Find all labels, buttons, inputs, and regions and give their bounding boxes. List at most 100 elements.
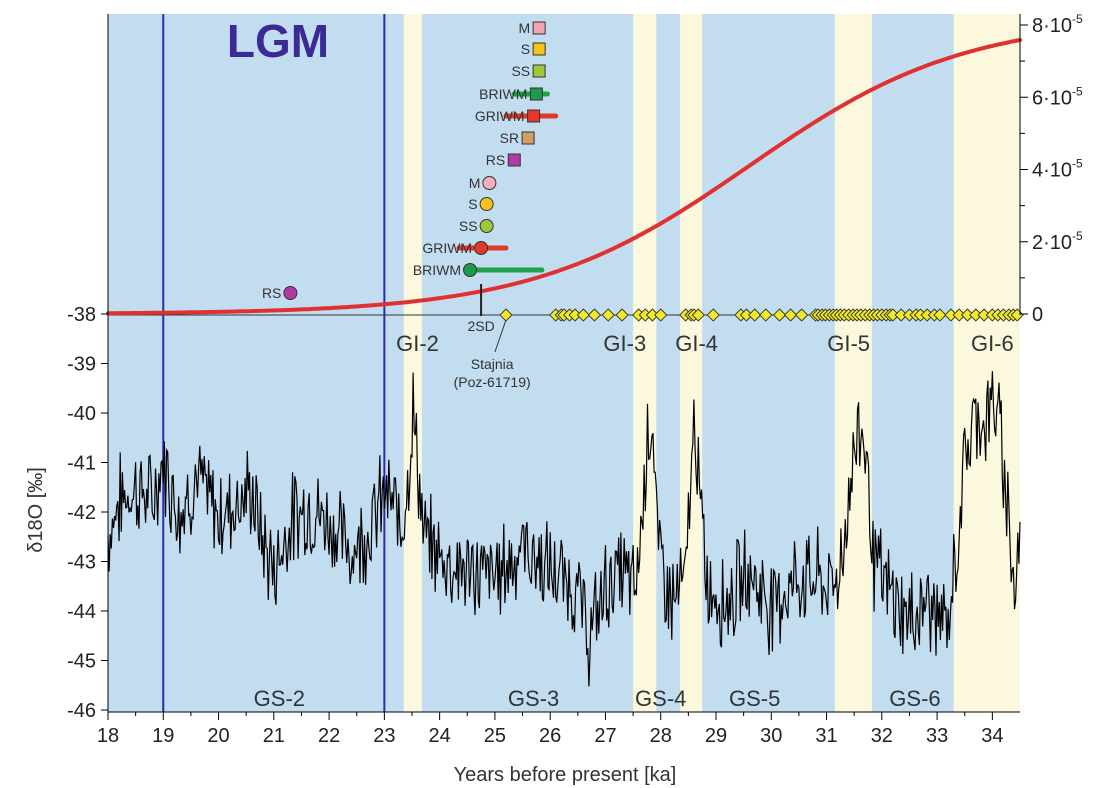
x-tick-label: 31 bbox=[815, 725, 837, 747]
date-marker bbox=[748, 308, 762, 322]
interstadial-label: GI-6 bbox=[971, 331, 1014, 356]
interstadial-band bbox=[403, 14, 422, 712]
x-tick-label: 27 bbox=[594, 725, 616, 747]
x-tick-label: 21 bbox=[263, 725, 285, 747]
date-marker bbox=[691, 308, 705, 322]
y-tick-label: -42 bbox=[67, 502, 96, 524]
right-tick-exponent: -5 bbox=[1072, 229, 1083, 243]
y-tick-label: -44 bbox=[67, 601, 96, 623]
interstadial-label: GI-2 bbox=[396, 331, 439, 356]
date-marker bbox=[759, 308, 773, 322]
interstadial-band bbox=[834, 14, 872, 712]
model-label: BRIWM bbox=[413, 262, 461, 278]
model-label: M bbox=[518, 20, 530, 36]
sample-leader-line bbox=[494, 319, 507, 353]
x-tick-label: 18 bbox=[97, 725, 119, 747]
stadial-label: GS-4 bbox=[635, 686, 686, 711]
date-marker bbox=[795, 308, 809, 322]
right-tick-label: 4·10-5 bbox=[1032, 157, 1083, 182]
y-tick-label: -43 bbox=[67, 552, 96, 574]
x-tick-label: 32 bbox=[871, 725, 893, 747]
lgm-bounds bbox=[162, 14, 386, 712]
model-square-marker bbox=[529, 87, 543, 101]
axes: 18 19 20 21 22 23 24 25 26 27 28 29 30 31 32 33 34 -38 -39… bbox=[67, 12, 1083, 747]
y-tick-label: -41 bbox=[67, 453, 96, 475]
delta18O-series bbox=[107, 371, 1021, 687]
x-tick-label: 26 bbox=[539, 725, 561, 747]
delta18O-line bbox=[107, 371, 1021, 687]
right-tick-label: 0 bbox=[1032, 304, 1043, 326]
date-marker bbox=[601, 308, 615, 322]
y-tick-label: -38 bbox=[67, 304, 96, 326]
x-tick-label: 20 bbox=[207, 725, 229, 747]
date-marker bbox=[654, 308, 668, 322]
date-marker bbox=[772, 308, 787, 322]
x-tick-label: 19 bbox=[152, 725, 174, 747]
dates-series bbox=[499, 308, 1024, 322]
stadial-labels: GS-2 GS-3 GS-4 GS-5 GS-6 GI-2 GI-3 GI-4 GI-5 GI-6 bbox=[254, 331, 1014, 711]
stadial-background bbox=[108, 14, 1020, 712]
right-tick-label: 2·10-5 bbox=[1032, 229, 1083, 254]
date-marker bbox=[587, 308, 602, 322]
stadial-label: GS-5 bbox=[729, 686, 780, 711]
x-tick-label: 34 bbox=[981, 725, 1003, 747]
x-tick-label: 30 bbox=[760, 725, 782, 747]
right-tick-label: 6·10-5 bbox=[1032, 84, 1083, 109]
right-tick-exponent: -5 bbox=[1072, 12, 1083, 26]
right-tick-exponent: -5 bbox=[1072, 157, 1083, 171]
model-square-marker bbox=[532, 21, 546, 35]
right-tick-label: 8·10-5 bbox=[1032, 12, 1083, 37]
interstadial-band bbox=[633, 14, 657, 712]
interstadial-label: GI-3 bbox=[603, 331, 646, 356]
y-axis-label: δ18O [‰] bbox=[25, 467, 47, 553]
y-tick-label: -45 bbox=[67, 651, 96, 673]
model-label: GRIWM bbox=[422, 240, 472, 256]
annotations: 2SD Stajnia (Poz-61719) bbox=[454, 284, 531, 390]
interstadial-band bbox=[953, 14, 1020, 712]
model-label: S bbox=[521, 41, 530, 57]
model-label: SS bbox=[459, 218, 478, 234]
x-tick-label: 24 bbox=[429, 725, 451, 747]
stadial-label: GS-3 bbox=[508, 686, 559, 711]
model-square-marker bbox=[532, 42, 546, 56]
model-label: SS bbox=[511, 63, 530, 79]
model-circle-marker bbox=[482, 176, 497, 190]
model-circle-marker bbox=[479, 197, 494, 211]
sample-label-name: Stajnia bbox=[471, 356, 514, 372]
x-tick-label: 29 bbox=[705, 725, 727, 747]
x-tick-label: 28 bbox=[650, 725, 672, 747]
date-marker bbox=[706, 308, 720, 322]
interstadial-band bbox=[680, 14, 703, 712]
model-label: BRIWM bbox=[479, 86, 527, 102]
model-label: RS bbox=[262, 285, 281, 301]
model-label: S bbox=[468, 196, 477, 212]
right-tick-exponent: -5 bbox=[1072, 84, 1083, 98]
y-tick-label: -39 bbox=[67, 354, 96, 376]
model-circle-marker bbox=[283, 286, 298, 300]
chart-title: LGM bbox=[227, 15, 329, 67]
model-circle-marker bbox=[463, 263, 478, 277]
stadial-label: GS-6 bbox=[889, 686, 940, 711]
x-axis-label: Years before present [ka] bbox=[454, 764, 677, 786]
stadial-label: GS-2 bbox=[254, 686, 305, 711]
model-square-marker bbox=[532, 64, 546, 78]
model-label: GRIWM bbox=[475, 108, 525, 124]
model-square-marker bbox=[521, 131, 535, 145]
model-label: SR bbox=[500, 130, 519, 146]
model-square-marker bbox=[507, 153, 521, 167]
cumulative-curve bbox=[106, 38, 1022, 316]
model-circle-marker bbox=[474, 241, 489, 255]
x-tick-label: 23 bbox=[373, 725, 395, 747]
model-label: M bbox=[469, 175, 481, 191]
y-tick-label: -40 bbox=[67, 403, 96, 425]
x-tick-label: 22 bbox=[318, 725, 340, 747]
two-sd-label: 2SD bbox=[467, 318, 494, 334]
date-marker bbox=[615, 308, 629, 322]
climate-bands bbox=[108, 14, 1020, 712]
y-tick-label: -46 bbox=[67, 700, 96, 722]
cumulative-line bbox=[106, 38, 1022, 316]
model-circle-marker bbox=[479, 219, 494, 233]
model-label: RS bbox=[486, 152, 505, 168]
